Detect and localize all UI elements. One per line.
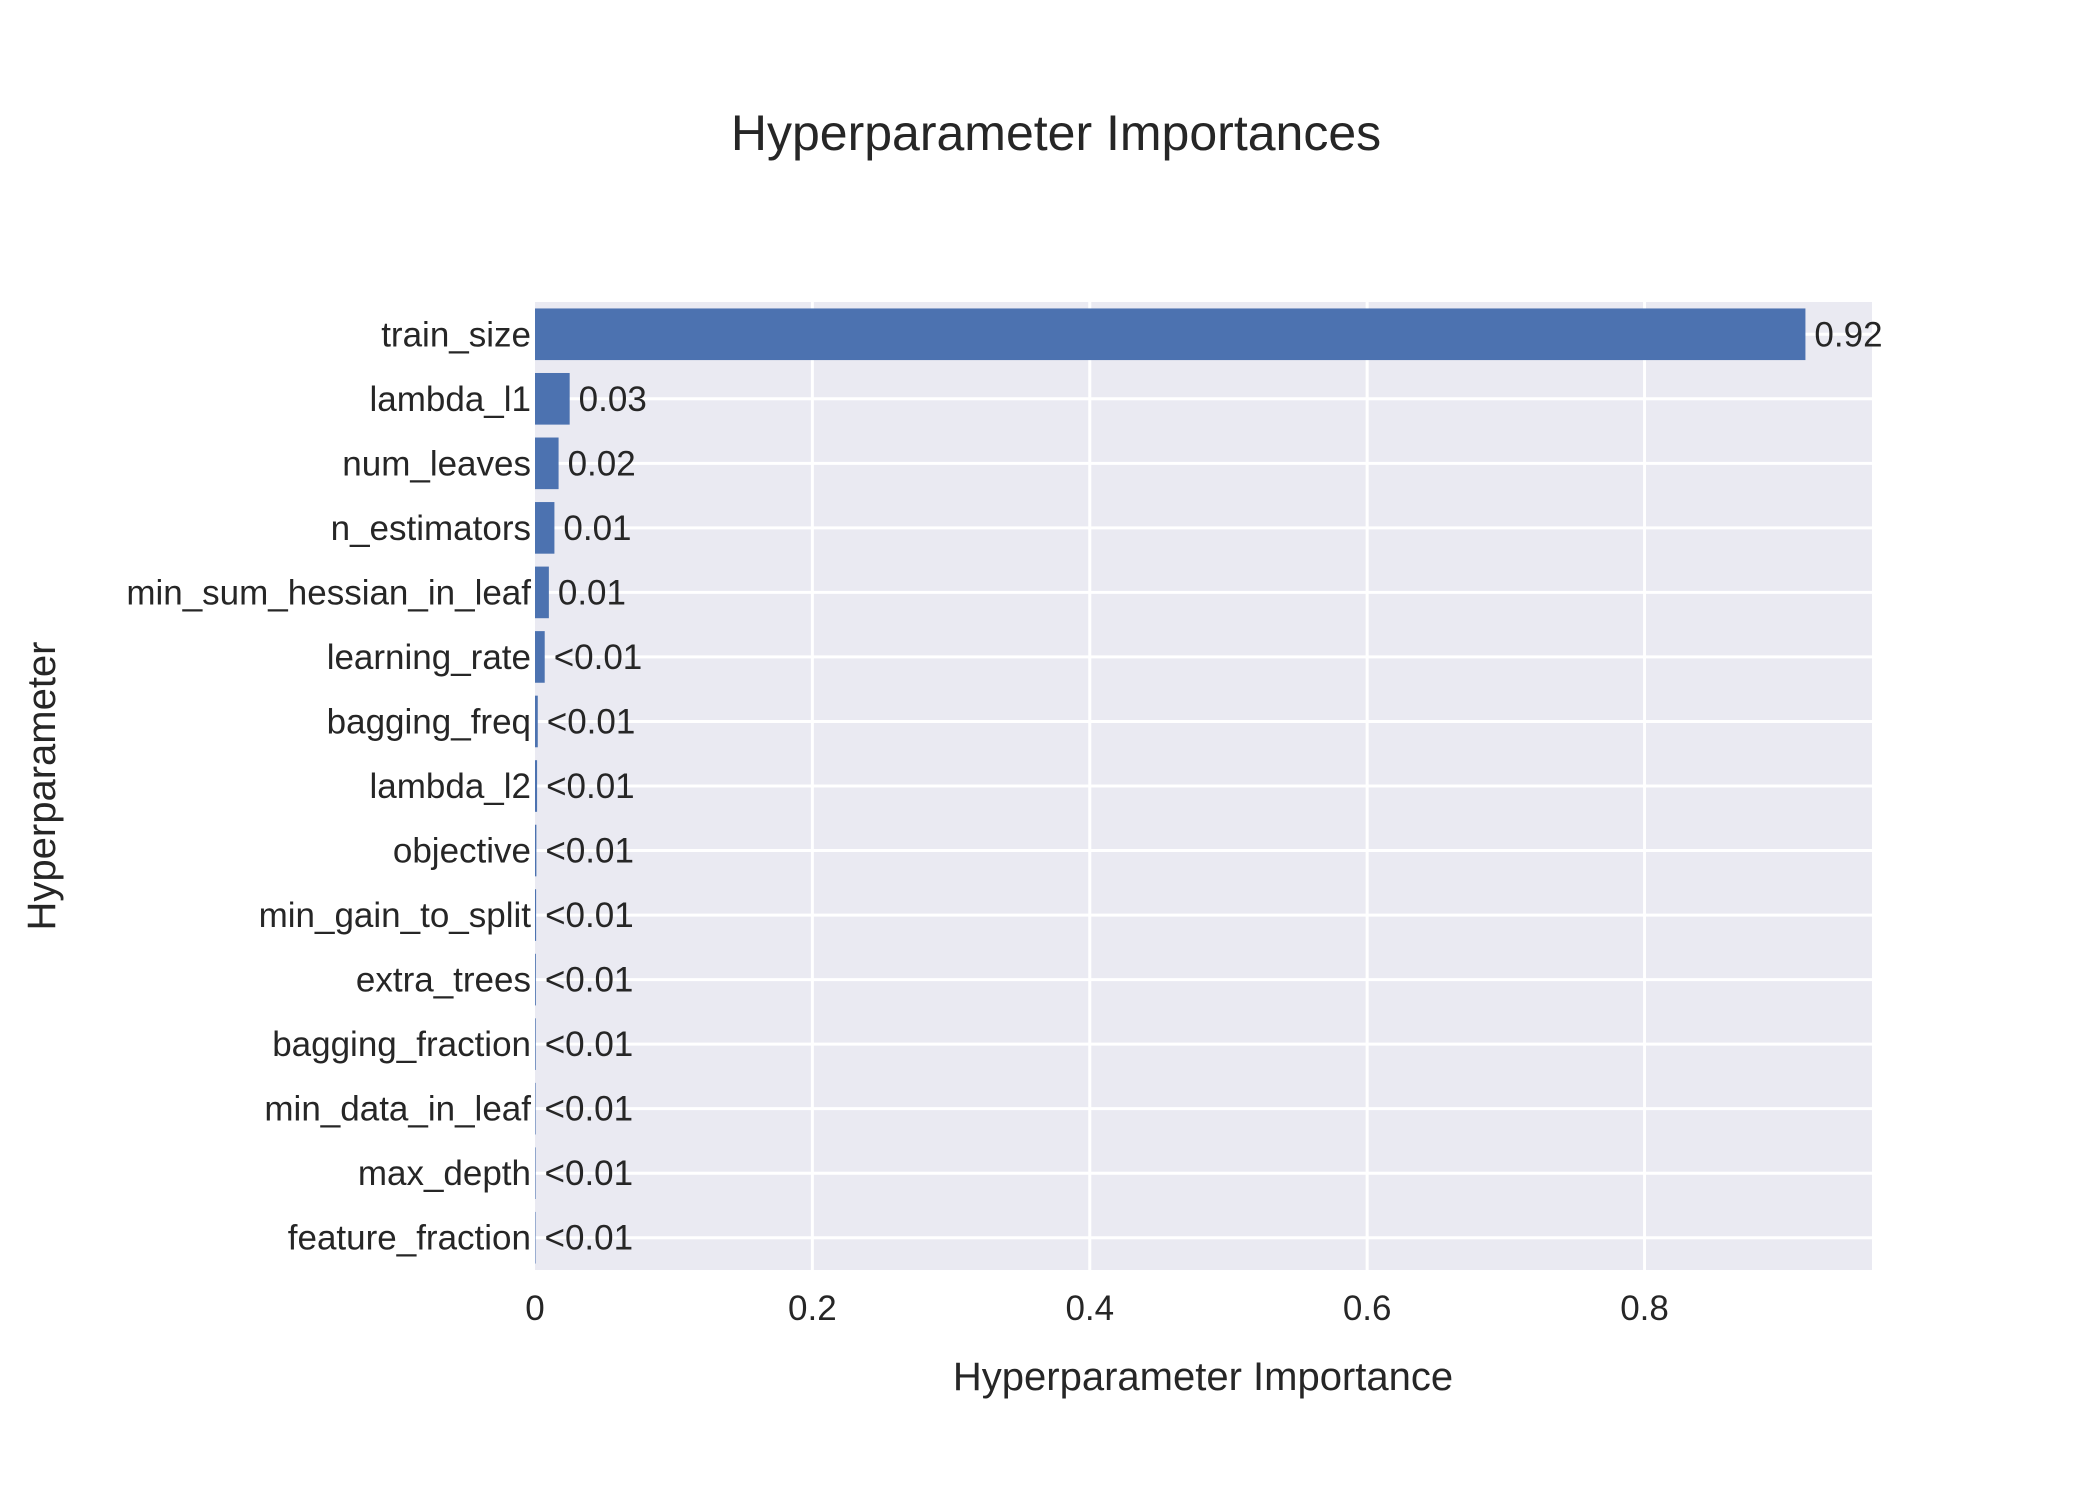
bar-bagging-freq xyxy=(535,695,538,748)
data-label: 0.03 xyxy=(579,380,647,419)
bar-max-depth xyxy=(535,1147,536,1200)
data-label: <0.01 xyxy=(547,702,636,741)
x-tick-label: 0.8 xyxy=(1620,1289,1669,1328)
gridlines xyxy=(535,302,1872,1270)
bar-min-data-in-leaf xyxy=(535,1082,536,1135)
category-label: min_gain_to_split xyxy=(259,896,532,935)
x-tick-label: 0.6 xyxy=(1343,1289,1392,1328)
category-label: train_size xyxy=(381,315,531,354)
x-axis-title: Hyperparameter Importance xyxy=(953,1355,1453,1399)
category-label: num_leaves xyxy=(342,444,531,483)
data-label: <0.01 xyxy=(545,1025,634,1064)
data-label: <0.01 xyxy=(545,896,634,935)
bar-bagging-fraction xyxy=(535,1018,536,1070)
data-label: <0.01 xyxy=(545,1219,634,1258)
x-tick-label: 0.2 xyxy=(788,1289,837,1328)
category-label: bagging_freq xyxy=(327,702,531,741)
data-label: 0.01 xyxy=(563,509,631,548)
category-label: n_estimators xyxy=(331,509,531,548)
data-label: <0.01 xyxy=(554,638,643,677)
bar-lambda-l1 xyxy=(535,372,570,425)
data-labels: 0.92 0.03 0.02 0.01 0.01 <0.01 <0.01 <0.01 <0.01… xyxy=(545,315,1883,1257)
data-label: <0.01 xyxy=(545,961,634,1000)
bar-min-gain-to-split xyxy=(535,889,537,941)
category-label: min_sum_hessian_in_leaf xyxy=(126,573,531,612)
bar-num-leaves xyxy=(535,437,559,490)
data-label: 0.01 xyxy=(558,573,626,612)
data-label: <0.01 xyxy=(546,767,635,806)
bar-learning-rate xyxy=(535,631,545,683)
data-label: <0.01 xyxy=(545,1090,634,1129)
x-tick-label: 0.4 xyxy=(1065,1289,1114,1328)
category-label: feature_fraction xyxy=(288,1219,531,1258)
bar-train-size xyxy=(535,308,1806,361)
bar-n-estimators xyxy=(535,502,555,554)
category-label: extra_trees xyxy=(356,961,531,1000)
category-label: min_data_in_leaf xyxy=(264,1090,531,1129)
bars xyxy=(535,308,1806,1264)
bar-lambda-l2 xyxy=(535,760,538,812)
category-labels: train_size lambda_l1 num_leaves n_estimator… xyxy=(126,315,531,1257)
data-label: <0.01 xyxy=(545,832,634,871)
data-label: 0.92 xyxy=(1814,315,1882,354)
category-label: lambda_l2 xyxy=(370,767,532,806)
data-label: <0.01 xyxy=(545,1154,634,1193)
bar-feature-fraction xyxy=(535,1211,536,1264)
category-label: objective xyxy=(393,832,531,871)
y-axis-title: Hyperparameter xyxy=(20,641,64,930)
category-label: max_depth xyxy=(358,1154,531,1193)
chart-title: Hyperparameter Importances xyxy=(731,105,1381,161)
x-tick-labels: 0 0.2 0.4 0.6 0.8 xyxy=(525,1289,1669,1328)
bar-objective xyxy=(535,824,537,877)
bar-min-sum-hessian-in-leaf xyxy=(535,566,549,619)
category-label: learning_rate xyxy=(327,638,531,677)
category-label: bagging_fraction xyxy=(272,1025,531,1064)
data-label: 0.02 xyxy=(568,444,636,483)
x-tick-label: 0 xyxy=(525,1289,544,1328)
category-label: lambda_l1 xyxy=(370,380,532,419)
bar-extra-trees xyxy=(535,953,536,1006)
